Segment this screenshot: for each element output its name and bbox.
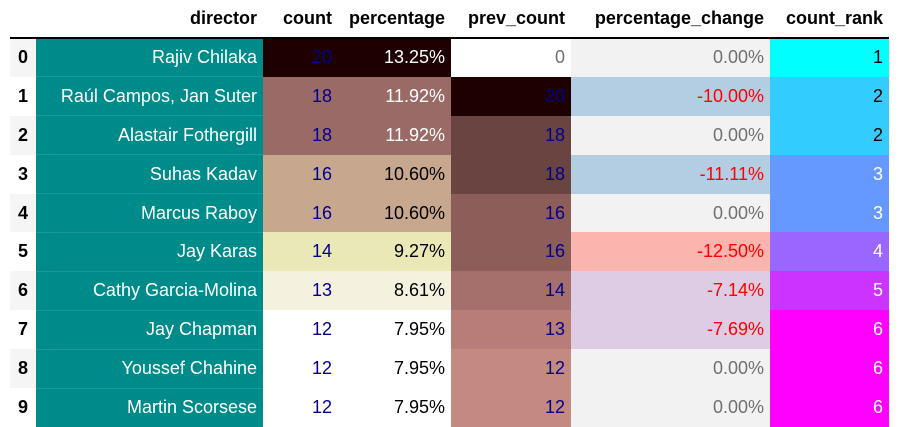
cell-count: 18	[263, 76, 338, 116]
header-percentage-change: percentage_change	[571, 0, 770, 39]
table-row: 9 Martin Scorsese 12 7.95% 12 0.00% 6	[10, 387, 889, 427]
cell-count-rank: 2	[770, 115, 889, 155]
cell-count-rank: 6	[770, 388, 889, 427]
cell-percentage-change: -12.50%	[571, 232, 770, 272]
row-index: 4	[10, 193, 36, 233]
cell-percentage: 11.92%	[338, 115, 451, 155]
cell-prev-count: 16	[451, 193, 571, 233]
cell-percentage-change: -10.00%	[571, 76, 770, 116]
table-row: 5 Jay Karas 14 9.27% 16 -12.50% 4	[10, 231, 889, 272]
header-director: director	[36, 0, 263, 39]
cell-prev-count: 12	[451, 349, 571, 389]
cell-percentage: 10.60%	[338, 193, 451, 233]
cell-percentage-change: 0.00%	[571, 37, 770, 77]
cell-percentage-change: 0.00%	[571, 193, 770, 233]
cell-count: 12	[263, 388, 338, 427]
cell-percentage-change: 0.00%	[571, 115, 770, 155]
cell-prev-count: 14	[451, 271, 571, 311]
cell-prev-count: 18	[451, 115, 571, 155]
styled-dataframe-table: director count percentage prev_count per…	[10, 0, 889, 427]
table-row: 2 Alastair Fothergill 18 11.92% 18 0.00% 2	[10, 115, 889, 155]
cell-director: Youssef Chahine	[36, 348, 263, 389]
cell-count: 14	[263, 232, 338, 272]
cell-director: Jay Karas	[36, 231, 263, 272]
row-index: 5	[17, 241, 28, 262]
cell-prev-count: 18	[451, 154, 571, 194]
cell-count-rank: 1	[770, 37, 889, 77]
cell-director: Raúl Campos, Jan Suter	[36, 76, 263, 116]
cell-director: Suhas Kadav	[36, 154, 263, 194]
cell-count-rank: 4	[770, 232, 889, 272]
table-row: 3 Suhas Kadav 16 10.60% 18 -11.11% 3	[10, 154, 889, 194]
row-index: 7	[17, 319, 28, 340]
cell-count: 16	[263, 154, 338, 194]
cell-count: 13	[263, 271, 338, 311]
cell-percentage: 8.61%	[338, 271, 451, 311]
cell-director: Cathy Garcia-Molina	[36, 270, 263, 311]
cell-percentage: 7.95%	[338, 310, 451, 350]
cell-percentage-change: -7.69%	[571, 310, 770, 350]
header-count-rank: count_rank	[770, 0, 889, 39]
row-index: 1	[17, 85, 28, 106]
header-row: director count percentage prev_count per…	[10, 0, 889, 39]
cell-count: 12	[263, 310, 338, 350]
row-index: 2	[10, 115, 36, 155]
table-row: 0 Rajiv Chilaka 20 13.25% 0 0.00% 1	[10, 37, 889, 77]
cell-percentage: 13.25%	[338, 37, 451, 77]
cell-count-rank: 3	[770, 154, 889, 194]
cell-director: Marcus Raboy	[36, 193, 263, 233]
table-header: director count percentage prev_count per…	[10, 0, 889, 39]
table-row: 8 Youssef Chahine 12 7.95% 12 0.00% 6	[10, 348, 889, 389]
cell-count-rank: 3	[770, 193, 889, 233]
cell-prev-count: 13	[451, 310, 571, 350]
cell-percentage: 10.60%	[338, 154, 451, 194]
cell-percentage-change: -11.11%	[571, 154, 770, 194]
row-index: 8	[10, 349, 36, 389]
cell-count-rank: 2	[770, 76, 889, 116]
row-index: 3	[17, 163, 28, 184]
cell-director: Martin Scorsese	[36, 387, 263, 427]
cell-prev-count: 0	[451, 37, 571, 77]
cell-count: 16	[263, 193, 338, 233]
row-index: 0	[10, 37, 36, 77]
cell-count-rank: 5	[770, 271, 889, 311]
cell-percentage: 9.27%	[338, 232, 451, 272]
cell-count: 20	[263, 37, 338, 77]
cell-director: Alastair Fothergill	[36, 115, 263, 155]
cell-director: Rajiv Chilaka	[36, 37, 263, 77]
table-row: 4 Marcus Raboy 16 10.60% 16 0.00% 3	[10, 193, 889, 233]
header-count: count	[263, 0, 338, 39]
header-index	[10, 0, 36, 39]
table-row: 7 Jay Chapman 12 7.95% 13 -7.69% 6	[10, 309, 889, 350]
cell-count: 18	[263, 115, 338, 155]
cell-count-rank: 6	[770, 310, 889, 350]
cell-percentage-change: 0.00%	[571, 388, 770, 427]
row-index: 9	[17, 396, 28, 417]
table-row: 6 Cathy Garcia-Molina 13 8.61% 14 -7.14% 5	[10, 270, 889, 311]
cell-percentage: 7.95%	[338, 388, 451, 427]
cell-percentage: 11.92%	[338, 76, 451, 116]
cell-percentage: 7.95%	[338, 349, 451, 389]
cell-prev-count: 12	[451, 388, 571, 427]
cell-prev-count: 20	[451, 76, 571, 116]
cell-director: Jay Chapman	[36, 309, 263, 350]
table-body: 0 Rajiv Chilaka 20 13.25% 0 0.00% 1 1 Raúl Campo…	[10, 37, 889, 427]
cell-percentage-change: -7.14%	[571, 271, 770, 311]
cell-count-rank: 6	[770, 349, 889, 389]
cell-percentage-change: 0.00%	[571, 349, 770, 389]
cell-prev-count: 16	[451, 232, 571, 272]
cell-count: 12	[263, 349, 338, 389]
header-prev-count: prev_count	[451, 0, 571, 39]
header-percentage: percentage	[338, 0, 451, 39]
row-index: 6	[10, 271, 36, 311]
table-row: 1 Raúl Campos, Jan Suter 18 11.92% 20 -10.00%…	[10, 76, 889, 116]
